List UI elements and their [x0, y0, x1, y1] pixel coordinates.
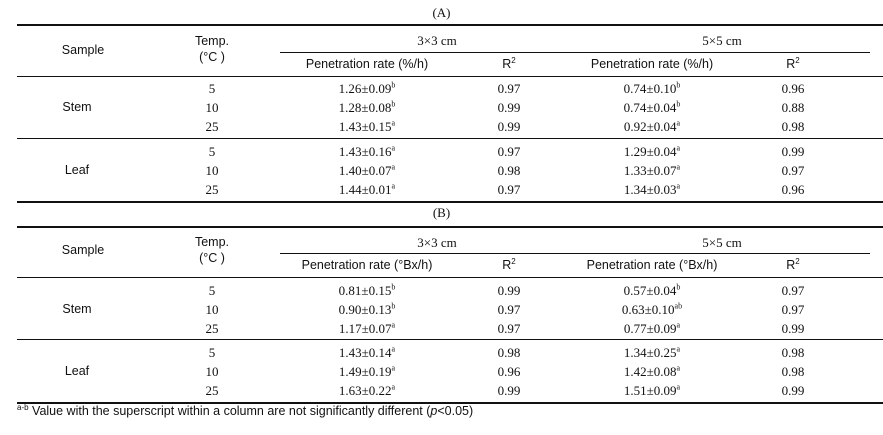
rate-cell-3x3: 1.40±0.07a	[338, 162, 396, 178]
temp-unit-header: (°C )	[199, 251, 225, 265]
footnote-p: p	[430, 404, 438, 418]
temp-cell: 25	[205, 383, 219, 398]
r2-cell-3x3: 0.99	[497, 383, 521, 398]
r2-cell-5x5: 0.98	[781, 364, 805, 379]
sample-name-stem: Stem	[62, 100, 92, 114]
r2-header-5x5: R2	[786, 256, 800, 272]
r2-cell-5x5: 0.99	[781, 321, 805, 336]
r2-cell-5x5: 0.97	[781, 283, 805, 298]
rate-cell-3x3: 1.63±0.22a	[338, 382, 396, 398]
rate-cell-5x5: 1.33±0.07a	[623, 162, 681, 178]
r2-cell-3x3: 0.98	[497, 345, 521, 360]
sample-name-stem: Stem	[62, 302, 92, 316]
rate-cell-3x3: 1.43±0.14a	[338, 344, 396, 360]
r2-cell-5x5: 0.88	[781, 100, 805, 115]
temp-unit-header: (°C )	[199, 50, 225, 64]
r2-cell-3x3: 0.97	[497, 144, 521, 159]
rate-header-3x3: Penetration rate (%/h)	[305, 57, 429, 71]
footnote-tail: <0.05)	[437, 404, 474, 418]
rate-cell-5x5: 0.77±0.09a	[623, 320, 681, 336]
rate-cell-3x3: 1.43±0.15a	[338, 118, 396, 134]
rate-cell-5x5: 0.92±0.04a	[623, 118, 681, 134]
rate-cell-5x5: 0.63±0.10ab	[621, 301, 683, 317]
r2-header-3x3: R2	[502, 55, 516, 71]
r2-cell-3x3: 0.99	[497, 119, 521, 134]
r2-cell-3x3: 0.99	[497, 100, 521, 115]
sample-name-leaf: Leaf	[64, 163, 90, 177]
r2-cell-5x5: 0.97	[781, 163, 805, 178]
size-header-3x3: 3×3 cm	[417, 33, 457, 48]
top-rule	[17, 24, 883, 26]
footnote: a-b Value with the superscript within a …	[17, 402, 474, 418]
rate-cell-5x5: 1.51±0.09a	[623, 382, 681, 398]
rate-cell-5x5: 0.74±0.10b	[623, 80, 681, 96]
r2-cell-3x3: 0.98	[497, 163, 521, 178]
header-rule	[17, 277, 883, 278]
rate-cell-3x3: 0.90±0.13b	[338, 301, 396, 317]
rate-cell-3x3: 1.26±0.09b	[338, 80, 396, 96]
subheader-rule	[280, 52, 870, 53]
temp-cell: 25	[205, 182, 219, 197]
rate-cell-5x5: 1.29±0.04a	[623, 143, 681, 159]
temp-cell: 5	[208, 283, 216, 298]
rate-cell-5x5: 1.34±0.25a	[623, 344, 681, 360]
r2-cell-5x5: 0.96	[781, 182, 805, 197]
temp-cell: 10	[205, 100, 219, 115]
temp-cell: 10	[205, 163, 219, 178]
temp-cell: 5	[208, 81, 216, 96]
r2-cell-5x5: 0.97	[781, 302, 805, 317]
r2-cell-5x5: 0.98	[781, 119, 805, 134]
bottom-rule	[17, 201, 883, 203]
rate-cell-5x5: 1.42±0.08a	[623, 363, 681, 379]
r2-cell-5x5: 0.99	[781, 383, 805, 398]
r2-cell-3x3: 0.99	[497, 283, 521, 298]
panel-label-a: (A)	[432, 5, 451, 20]
rate-cell-3x3: 0.81±0.15b	[338, 282, 396, 298]
group-rule	[17, 138, 883, 139]
r2-cell-3x3: 0.97	[497, 81, 521, 96]
rate-cell-3x3: 1.49±0.19a	[338, 363, 396, 379]
sample-name-leaf: Leaf	[64, 364, 90, 378]
r2-cell-3x3: 0.96	[497, 364, 521, 379]
bottom-rule	[17, 402, 883, 404]
footnote-text: Value with the superscript within a colu…	[28, 404, 431, 418]
size-header-5x5: 5×5 cm	[702, 33, 742, 48]
temp-cell: 10	[205, 364, 219, 379]
temp-cell: 10	[205, 302, 219, 317]
top-rule	[17, 226, 883, 228]
r2-cell-3x3: 0.97	[497, 321, 521, 336]
rate-cell-3x3: 1.43±0.16a	[338, 143, 396, 159]
r2-cell-3x3: 0.97	[497, 182, 521, 197]
panel-label-b: (B)	[432, 205, 451, 220]
r2-header-3x3: R2	[502, 256, 516, 272]
temp-header: Temp.	[194, 235, 230, 249]
rate-header-5x5: Penetration rate (%/h)	[590, 57, 714, 71]
rate-cell-3x3: 1.28±0.08b	[338, 99, 396, 115]
rate-cell-5x5: 1.34±0.03a	[623, 181, 681, 197]
rate-cell-3x3: 1.44±0.01a	[338, 181, 396, 197]
r2-cell-3x3: 0.97	[497, 302, 521, 317]
rate-header-3x3: Penetration rate (°Bx/h)	[301, 258, 433, 272]
temp-cell: 5	[208, 345, 216, 360]
header-rule	[17, 76, 883, 77]
group-rule	[17, 339, 883, 340]
size-header-3x3: 3×3 cm	[417, 235, 457, 250]
size-header-5x5: 5×5 cm	[702, 235, 742, 250]
temp-header: Temp.	[194, 34, 230, 48]
rate-cell-5x5: 0.57±0.04b	[623, 282, 681, 298]
rate-cell-3x3: 1.17±0.07a	[338, 320, 396, 336]
rate-header-5x5: Penetration rate (°Bx/h)	[586, 258, 718, 272]
sample-header: Sample	[61, 243, 105, 257]
r2-cell-5x5: 0.98	[781, 345, 805, 360]
footnote-marker: a-b	[17, 402, 29, 412]
temp-cell: 25	[205, 119, 219, 134]
temp-cell: 25	[205, 321, 219, 336]
r2-cell-5x5: 0.96	[781, 81, 805, 96]
subheader-rule	[280, 253, 870, 254]
r2-cell-5x5: 0.99	[781, 144, 805, 159]
r2-header-5x5: R2	[786, 55, 800, 71]
rate-cell-5x5: 0.74±0.04b	[623, 99, 681, 115]
sample-header: Sample	[61, 43, 105, 57]
temp-cell: 5	[208, 144, 216, 159]
